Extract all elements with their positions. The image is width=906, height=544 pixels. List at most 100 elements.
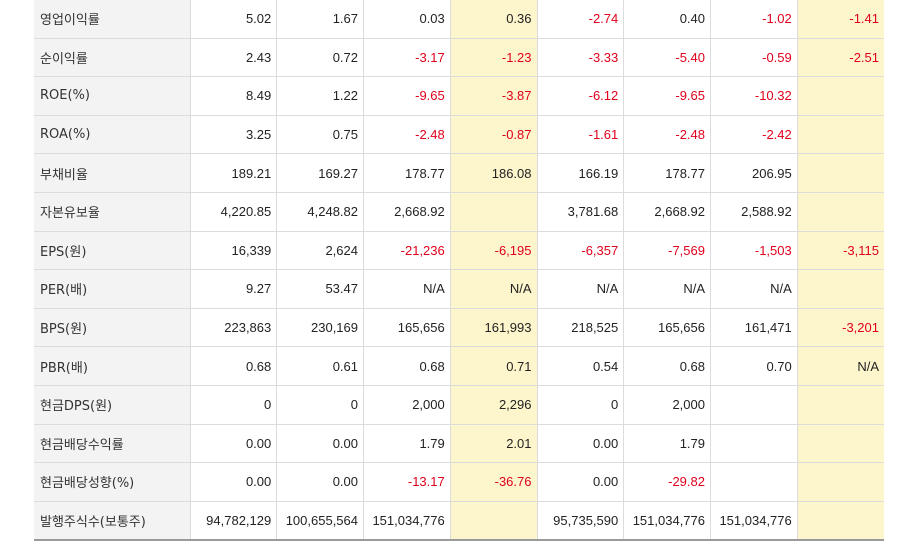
value-cell: -6,195 (449, 231, 537, 271)
value-cell: -9.65 (363, 76, 451, 116)
value-cell: 8.49 (189, 76, 277, 116)
row-label: PBR(배) (34, 346, 190, 386)
value-cell: 223,863 (189, 308, 277, 348)
value-cell: 161,993 (449, 308, 537, 348)
value-cell: 178.77 (623, 153, 711, 193)
value-cell (449, 501, 537, 542)
value-cell (796, 385, 884, 425)
value-cell: -2.51 (796, 38, 884, 78)
table-row: BPS(원) 223,863 230,169 165,656 161,993 218,52… (34, 308, 884, 348)
financial-ratio-table: 영업이익률 5.02 1.67 0.03 0.36 -2.74 0.40 -1.02 -1.41… (34, 0, 884, 542)
value-cell: 2,296 (449, 385, 537, 425)
value-cell (796, 424, 884, 464)
value-cell: -6.12 (536, 76, 624, 116)
value-cell: 3.25 (189, 115, 277, 155)
value-cell: -1.61 (536, 115, 624, 155)
value-cell: N/A (623, 269, 711, 309)
value-cell: 0.68 (623, 346, 711, 386)
value-cell: 151,034,776 (623, 501, 711, 542)
value-cell: 169.27 (276, 153, 364, 193)
value-cell: 2,668.92 (363, 192, 451, 232)
value-cell (449, 192, 537, 232)
value-cell: 0.70 (710, 346, 798, 386)
value-cell: -3,115 (796, 231, 884, 271)
value-cell: 2,588.92 (710, 192, 798, 232)
value-cell: 100,655,564 (276, 501, 364, 542)
row-label: BPS(원) (34, 308, 190, 348)
value-cell: 1.79 (623, 424, 711, 464)
value-cell: N/A (363, 269, 451, 309)
value-cell: 0 (189, 385, 277, 425)
value-cell: 3,781.68 (536, 192, 624, 232)
value-cell: 186.08 (449, 153, 537, 193)
value-cell: 230,169 (276, 308, 364, 348)
value-cell: 95,735,590 (536, 501, 624, 542)
value-cell: -5.40 (623, 38, 711, 78)
value-cell: -2.42 (710, 115, 798, 155)
value-cell: 0.75 (276, 115, 364, 155)
value-cell: 218,525 (536, 308, 624, 348)
value-cell: 0 (536, 385, 624, 425)
value-cell: 2,000 (623, 385, 711, 425)
row-label: 자본유보율 (34, 192, 190, 232)
value-cell (796, 115, 884, 155)
value-cell: 2,000 (363, 385, 451, 425)
value-cell: N/A (449, 269, 537, 309)
value-cell (710, 385, 798, 425)
table-row: 순이익률 2.43 0.72 -3.17 -1.23 -3.33 -5.40 -0.59 -2.… (34, 38, 884, 78)
value-cell: 166.19 (536, 153, 624, 193)
value-cell: -10.32 (710, 76, 798, 116)
value-cell: -3.87 (449, 76, 537, 116)
value-cell: N/A (710, 269, 798, 309)
value-cell: 151,034,776 (363, 501, 451, 542)
value-cell: 0 (276, 385, 364, 425)
value-cell: 0.72 (276, 38, 364, 78)
value-cell (710, 424, 798, 464)
value-cell: 0.68 (363, 346, 451, 386)
value-cell: 0.00 (189, 424, 277, 464)
value-cell: -21,236 (363, 231, 451, 271)
value-cell: -36.76 (449, 462, 537, 502)
value-cell: 0.36 (449, 0, 537, 39)
value-cell: 1.67 (276, 0, 364, 39)
value-cell: -3.17 (363, 38, 451, 78)
row-label: 영업이익률 (34, 0, 190, 39)
value-cell: 0.00 (276, 462, 364, 502)
table-row: PBR(배) 0.68 0.61 0.68 0.71 0.54 0.68 0.70 N/A (34, 346, 884, 386)
table-row: 영업이익률 5.02 1.67 0.03 0.36 -2.74 0.40 -1.02 -1.41 (34, 0, 884, 39)
table-row: PER(배) 9.27 53.47 N/A N/A N/A N/A N/A (34, 269, 884, 309)
row-label: ROE(%) (34, 76, 190, 116)
value-cell: 178.77 (363, 153, 451, 193)
value-cell (796, 76, 884, 116)
value-cell: 2.43 (189, 38, 277, 78)
value-cell: 0.54 (536, 346, 624, 386)
value-cell: 165,656 (623, 308, 711, 348)
financial-ratio-table-container: 영업이익률 5.02 1.67 0.03 0.36 -2.74 0.40 -1.02 -1.41… (34, 0, 884, 542)
value-cell (710, 462, 798, 502)
value-cell: -2.48 (623, 115, 711, 155)
value-cell: -1.23 (449, 38, 537, 78)
value-cell: 0.00 (536, 424, 624, 464)
value-cell: -3,201 (796, 308, 884, 348)
table-row: ROE(%) 8.49 1.22 -9.65 -3.87 -6.12 -9.65 -10.32 (34, 76, 884, 116)
value-cell: 0.03 (363, 0, 451, 39)
value-cell: 161,471 (710, 308, 798, 348)
value-cell: 0.00 (536, 462, 624, 502)
row-label: PER(배) (34, 269, 190, 309)
value-cell: -1,503 (710, 231, 798, 271)
value-cell: 5.02 (189, 0, 277, 39)
value-cell: -0.59 (710, 38, 798, 78)
value-cell: -1.02 (710, 0, 798, 39)
value-cell (796, 192, 884, 232)
table-row: 현금배당수익률 0.00 0.00 1.79 2.01 0.00 1.79 (34, 424, 884, 464)
row-label: 순이익률 (34, 38, 190, 78)
value-cell: 16,339 (189, 231, 277, 271)
value-cell: 0.40 (623, 0, 711, 39)
value-cell: 4,248.82 (276, 192, 364, 232)
value-cell: -13.17 (363, 462, 451, 502)
value-cell: 0.00 (189, 462, 277, 502)
table-row: 부채비율 189.21 169.27 178.77 186.08 166.19 178.77… (34, 153, 884, 193)
value-cell (796, 269, 884, 309)
table-row: 자본유보율 4,220.85 4,248.82 2,668.92 3,781.68 2,6… (34, 192, 884, 232)
value-cell: -6,357 (536, 231, 624, 271)
